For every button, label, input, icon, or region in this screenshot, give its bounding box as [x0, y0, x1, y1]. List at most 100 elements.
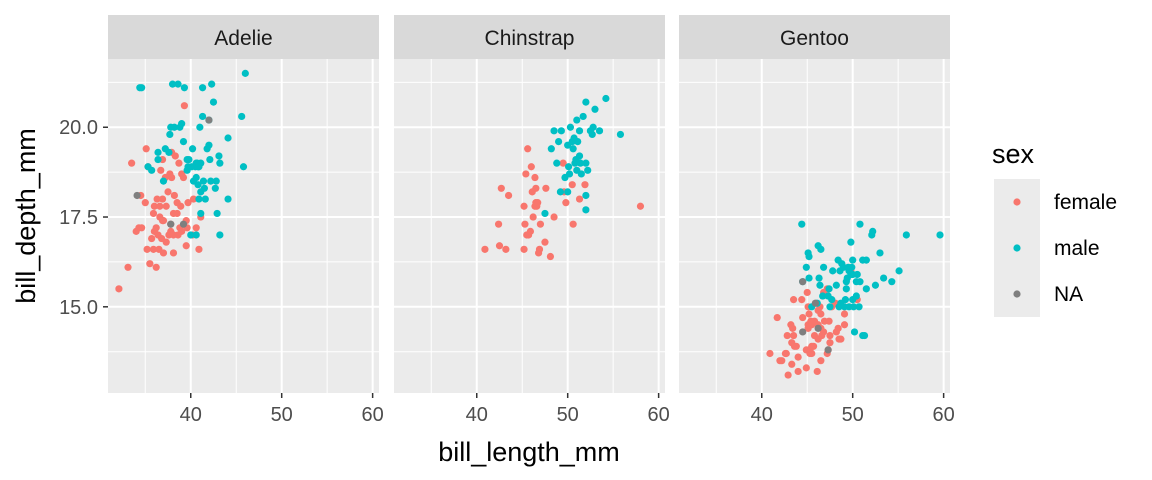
data-point-female: [159, 249, 168, 257]
data-point-male: [224, 134, 232, 142]
panel-background-adelie: [108, 59, 379, 393]
data-point-male: [159, 177, 168, 185]
data-point-na: [814, 324, 822, 332]
data-point-male: [589, 123, 597, 131]
data-point-female: [481, 245, 489, 253]
data-point-male: [216, 159, 224, 167]
data-point-female: [542, 184, 550, 192]
data-point-male: [200, 184, 208, 192]
data-point-male: [584, 166, 592, 174]
data-point-female: [550, 213, 558, 221]
x-tick-label: 40: [751, 404, 773, 426]
data-point-female: [789, 324, 797, 332]
x-axis-chinstrap: 40 50 60: [466, 393, 670, 426]
data-point-male: [566, 123, 575, 131]
data-point-female: [162, 202, 170, 210]
data-point-female: [520, 202, 528, 210]
data-point-female: [529, 213, 537, 221]
data-point-male: [194, 163, 202, 171]
legend-entry-female: female: [994, 179, 1117, 225]
data-point-male: [553, 159, 561, 167]
data-point-female: [834, 324, 842, 332]
data-point-male: [888, 278, 896, 286]
data-point-female: [840, 310, 849, 318]
data-point-female: [149, 245, 158, 253]
legend-key-male: [1013, 244, 1021, 252]
data-point-female: [532, 184, 540, 192]
data-point-female: [522, 170, 530, 178]
data-point-female: [182, 242, 190, 250]
data-point-female: [809, 342, 818, 350]
data-point-female: [148, 234, 156, 243]
data-point-female: [149, 209, 158, 218]
series-na-gentoo: [799, 278, 832, 354]
legend-entry-male: male: [994, 225, 1100, 271]
data-point-na: [811, 299, 820, 307]
data-point-male: [582, 191, 590, 200]
gridlines-gentoo: [679, 59, 950, 393]
y-axis-title: bill_depth_mm: [11, 128, 41, 304]
data-point-female: [534, 199, 542, 207]
data-point-male: [936, 231, 944, 239]
data-point-male: [183, 166, 191, 174]
data-point-male: [192, 231, 200, 239]
data-point-male: [547, 145, 555, 153]
data-point-female: [150, 202, 158, 210]
data-point-female: [817, 310, 825, 318]
data-point-female: [802, 364, 810, 372]
data-point-male: [207, 177, 215, 185]
data-point-male: [860, 331, 869, 340]
data-point-male: [817, 245, 825, 253]
data-point-male: [565, 170, 574, 178]
data-point-female: [784, 371, 792, 379]
data-point-male: [241, 69, 249, 77]
y-tick-label: 15.0: [59, 297, 98, 319]
data-point-male: [197, 209, 205, 218]
data-point-female: [782, 349, 790, 358]
data-point-male: [550, 127, 558, 135]
data-point-female: [773, 313, 781, 322]
x-tick-label: 60: [362, 404, 384, 426]
data-point-male: [557, 127, 565, 135]
data-point-female: [170, 191, 178, 200]
data-point-female: [128, 159, 136, 167]
data-point-male: [556, 188, 565, 196]
data-point-female: [837, 335, 845, 343]
gridlines-chinstrap: [394, 59, 665, 393]
data-point-male: [847, 238, 855, 246]
data-point-female: [504, 191, 513, 200]
data-point-male: [826, 303, 834, 311]
data-point-male: [573, 116, 581, 124]
legend-keys: female male NA: [994, 179, 1117, 317]
data-point-female: [521, 220, 529, 228]
data-point-female: [794, 353, 802, 361]
data-point-female: [169, 249, 178, 257]
data-point-female: [825, 317, 833, 325]
data-point-male: [802, 263, 810, 271]
data-point-male: [154, 155, 162, 164]
data-point-male: [199, 177, 208, 185]
data-point-male: [588, 130, 596, 139]
facet-strip-gentoo: [679, 15, 950, 59]
series-female-chinstrap: [481, 145, 645, 261]
data-point-female: [778, 357, 786, 365]
series-male-adelie: [136, 69, 249, 239]
data-point-female: [164, 188, 172, 196]
data-point-male: [239, 163, 248, 171]
x-tick-label: 60: [933, 404, 955, 426]
data-point-female: [798, 296, 806, 304]
data-point-male: [841, 296, 850, 304]
data-point-female: [138, 224, 146, 232]
data-point-male: [815, 274, 823, 282]
data-point-female: [524, 145, 532, 153]
data-point-male: [575, 127, 584, 135]
data-point-male: [850, 328, 859, 336]
data-point-female: [495, 242, 504, 250]
data-point-female: [152, 224, 160, 232]
data-point-male: [869, 227, 877, 235]
data-point-na: [824, 346, 832, 354]
data-point-male: [206, 155, 214, 164]
data-point-female: [195, 245, 203, 253]
data-point-male: [876, 249, 884, 257]
